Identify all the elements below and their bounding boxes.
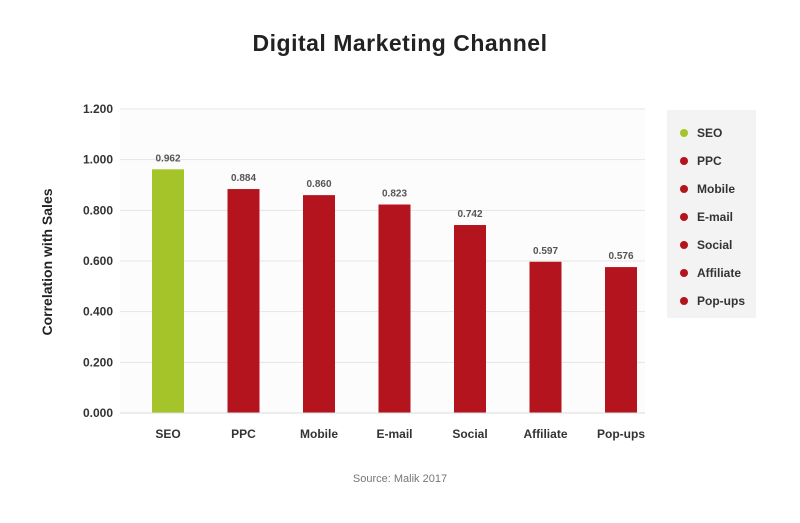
bar-pop-ups <box>605 267 637 413</box>
legend-swatch <box>680 213 688 221</box>
chart-title: Digital Marketing Channel <box>252 30 548 56</box>
legend-item-social: Social <box>667 231 756 259</box>
x-tick-label: PPC <box>231 427 256 441</box>
legend-item-seo: SEO <box>667 119 756 147</box>
legend-label: Social <box>697 238 733 252</box>
legend-item-e-mail: E-mail <box>667 203 756 231</box>
data-label: 0.576 <box>608 251 633 262</box>
legend: SEO PPC Mobile E-mail Social Affiliate Pop-ups <box>667 110 756 318</box>
legend-swatch <box>680 157 688 165</box>
data-label: 0.962 <box>155 153 180 164</box>
bar-social <box>454 225 486 413</box>
y-tick-label: 0.600 <box>83 254 113 268</box>
y-tick-label: 1.200 <box>83 102 113 116</box>
legend-label: Pop-ups <box>697 294 745 308</box>
legend-swatch <box>680 269 688 277</box>
data-label: 0.742 <box>457 209 482 220</box>
x-tick-label: E-mail <box>376 427 412 441</box>
y-tick-label: 0.800 <box>83 203 113 217</box>
bar-seo <box>152 169 184 413</box>
y-tick-label: 0.400 <box>83 305 113 319</box>
legend-label: PPC <box>697 154 722 168</box>
y-tick-label: 0.000 <box>83 406 113 420</box>
legend-swatch <box>680 185 688 193</box>
y-tick-label: 0.200 <box>83 355 113 369</box>
data-label: 0.823 <box>382 189 407 200</box>
x-tick-label: Mobile <box>300 427 338 441</box>
data-label: 0.884 <box>231 173 256 184</box>
data-label: 0.597 <box>533 246 558 257</box>
legend-label: Mobile <box>697 182 735 196</box>
bar-ppc <box>227 189 260 413</box>
legend-swatch <box>680 129 688 137</box>
source-note: Source: Malik 2017 <box>352 473 448 485</box>
legend-label: Affiliate <box>697 266 742 280</box>
x-tick-label: SEO <box>155 427 180 441</box>
data-label: 0.860 <box>306 179 331 190</box>
bar-mobile <box>303 195 335 413</box>
bar-e-mail <box>378 204 411 413</box>
legend-item-pop-ups: Pop-ups <box>667 287 756 315</box>
x-tick-label: Affiliate <box>523 427 567 441</box>
x-tick-label: Social <box>452 427 487 441</box>
legend-label: SEO <box>697 126 723 140</box>
x-tick-label: Pop-ups <box>597 427 645 441</box>
legend-item-ppc: PPC <box>667 147 756 175</box>
y-tick-label: 1.000 <box>83 153 113 167</box>
legend-label: E-mail <box>697 210 734 224</box>
bar-affiliate <box>529 261 562 413</box>
legend-item-mobile: Mobile <box>667 175 756 203</box>
plot-area: 0.000 0.200 0.400 0.600 0.800 1.000 1.200 0.962… <box>83 102 645 441</box>
legend-swatch <box>680 241 688 249</box>
legend-swatch <box>680 297 688 305</box>
legend-item-affiliate: Affiliate <box>667 259 756 287</box>
